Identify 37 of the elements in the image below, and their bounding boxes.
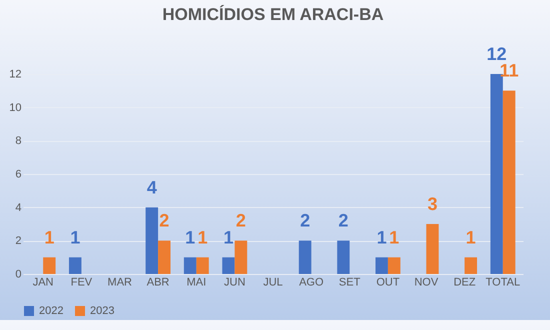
data-label: 1	[70, 227, 80, 248]
data-label: 3	[427, 194, 438, 214]
legend-label: 2022	[39, 305, 64, 317]
data-label: 1	[466, 227, 476, 248]
data-label: 2	[159, 210, 170, 231]
x-tick-label: MAI	[186, 276, 206, 288]
x-tick-label: AGO	[299, 276, 324, 288]
data-label: 1	[389, 227, 400, 248]
data-label: 2	[300, 210, 310, 231]
x-tick-label: ABR	[146, 276, 170, 288]
x-tick-label: OUT	[376, 276, 400, 288]
y-tick-label: 4	[15, 202, 22, 214]
x-tick-label: DEZ	[454, 276, 476, 288]
data-label: 1	[185, 227, 196, 248]
data-label: 4	[146, 177, 157, 198]
y-tick-label: 6	[15, 168, 22, 180]
data-label: 1	[376, 227, 387, 248]
data-label: 1	[44, 227, 54, 248]
x-tick-label: JAN	[32, 276, 54, 288]
y-tick-label: 2	[15, 235, 22, 248]
x-tick-label: TOTAL	[486, 276, 520, 288]
x-tick-label: JUN	[224, 276, 246, 288]
data-label: 2	[338, 210, 348, 231]
x-tick-label: MAR	[108, 276, 132, 288]
y-tick-label: 8	[15, 135, 22, 148]
legend-label: 2023	[90, 305, 114, 317]
x-tick-label: SET	[338, 276, 361, 288]
data-label: 1	[198, 227, 208, 248]
chart-title: HOMICÍDIOS EM ARACI-BA	[162, 4, 384, 24]
x-tick-label: FEV	[70, 276, 93, 288]
data-label: 2	[236, 210, 246, 231]
y-tick-label: 12	[9, 68, 22, 80]
x-tick-label: JUL	[263, 276, 283, 288]
y-tick-label: 10	[9, 102, 22, 114]
data-label: 1	[223, 227, 234, 248]
x-tick-label: NOV	[414, 276, 439, 288]
y-tick-label: 0	[15, 268, 22, 280]
